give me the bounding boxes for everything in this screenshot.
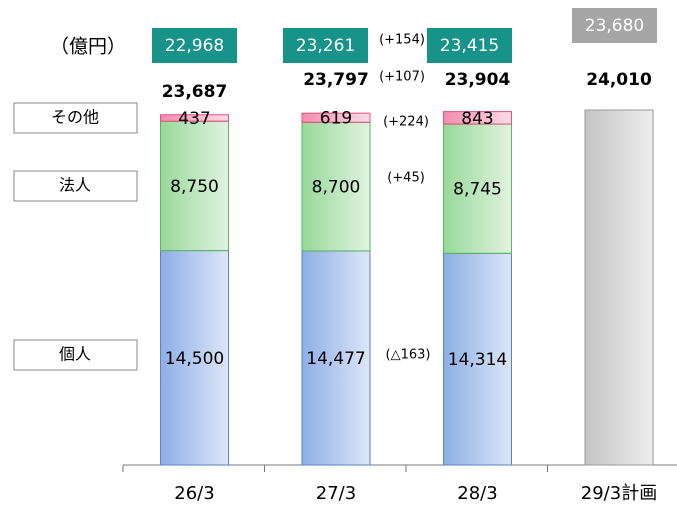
target-box xyxy=(283,28,368,63)
target-label: 23,261 xyxy=(296,36,355,56)
target-box xyxy=(427,28,512,63)
annotation: (+154) xyxy=(379,33,425,48)
legend-box xyxy=(13,170,138,202)
bar-segment xyxy=(301,112,371,123)
annotation: (+45) xyxy=(387,171,425,186)
x-tick-label: 29/3計画 xyxy=(581,483,657,504)
legend-box xyxy=(13,102,138,134)
unit-label: （億円） xyxy=(50,36,126,58)
value-label: 8,700 xyxy=(312,178,361,198)
legend-box xyxy=(13,339,138,371)
annotation: (+224) xyxy=(383,115,429,130)
value-label: 14,314 xyxy=(448,350,507,370)
target-box xyxy=(152,28,237,63)
bar-segment xyxy=(301,250,371,466)
target-box xyxy=(572,8,657,43)
value-label: 14,477 xyxy=(306,349,365,369)
x-tick-label: 28/3 xyxy=(457,483,497,504)
value-label: 8,745 xyxy=(453,180,502,200)
plan-bar xyxy=(584,109,654,466)
legend-label: 法人 xyxy=(59,176,91,195)
value-label: 843 xyxy=(461,109,493,129)
total-label: 23,797 xyxy=(303,70,369,90)
total-label: 23,687 xyxy=(162,82,228,102)
legend-label: その他 xyxy=(51,108,99,127)
annotation: (+107) xyxy=(379,70,425,85)
annotation: (△163) xyxy=(386,348,431,363)
target-label: 23,415 xyxy=(440,36,499,56)
legend-label: 個人 xyxy=(59,345,91,364)
total-label: 24,010 xyxy=(586,70,652,90)
x-tick-label: 26/3 xyxy=(174,483,214,504)
value-label: 619 xyxy=(320,109,352,129)
bar-segment xyxy=(443,252,512,466)
bar-segment xyxy=(160,114,229,122)
value-label: 14,500 xyxy=(165,349,224,369)
target-label: 22,968 xyxy=(165,36,224,56)
bar-segment xyxy=(443,111,512,125)
x-tick-label: 27/3 xyxy=(316,483,356,504)
value-label: 437 xyxy=(178,109,210,129)
target-label: 23,680 xyxy=(585,16,644,36)
total-label: 23,904 xyxy=(445,70,511,90)
value-label: 8,750 xyxy=(170,177,219,197)
